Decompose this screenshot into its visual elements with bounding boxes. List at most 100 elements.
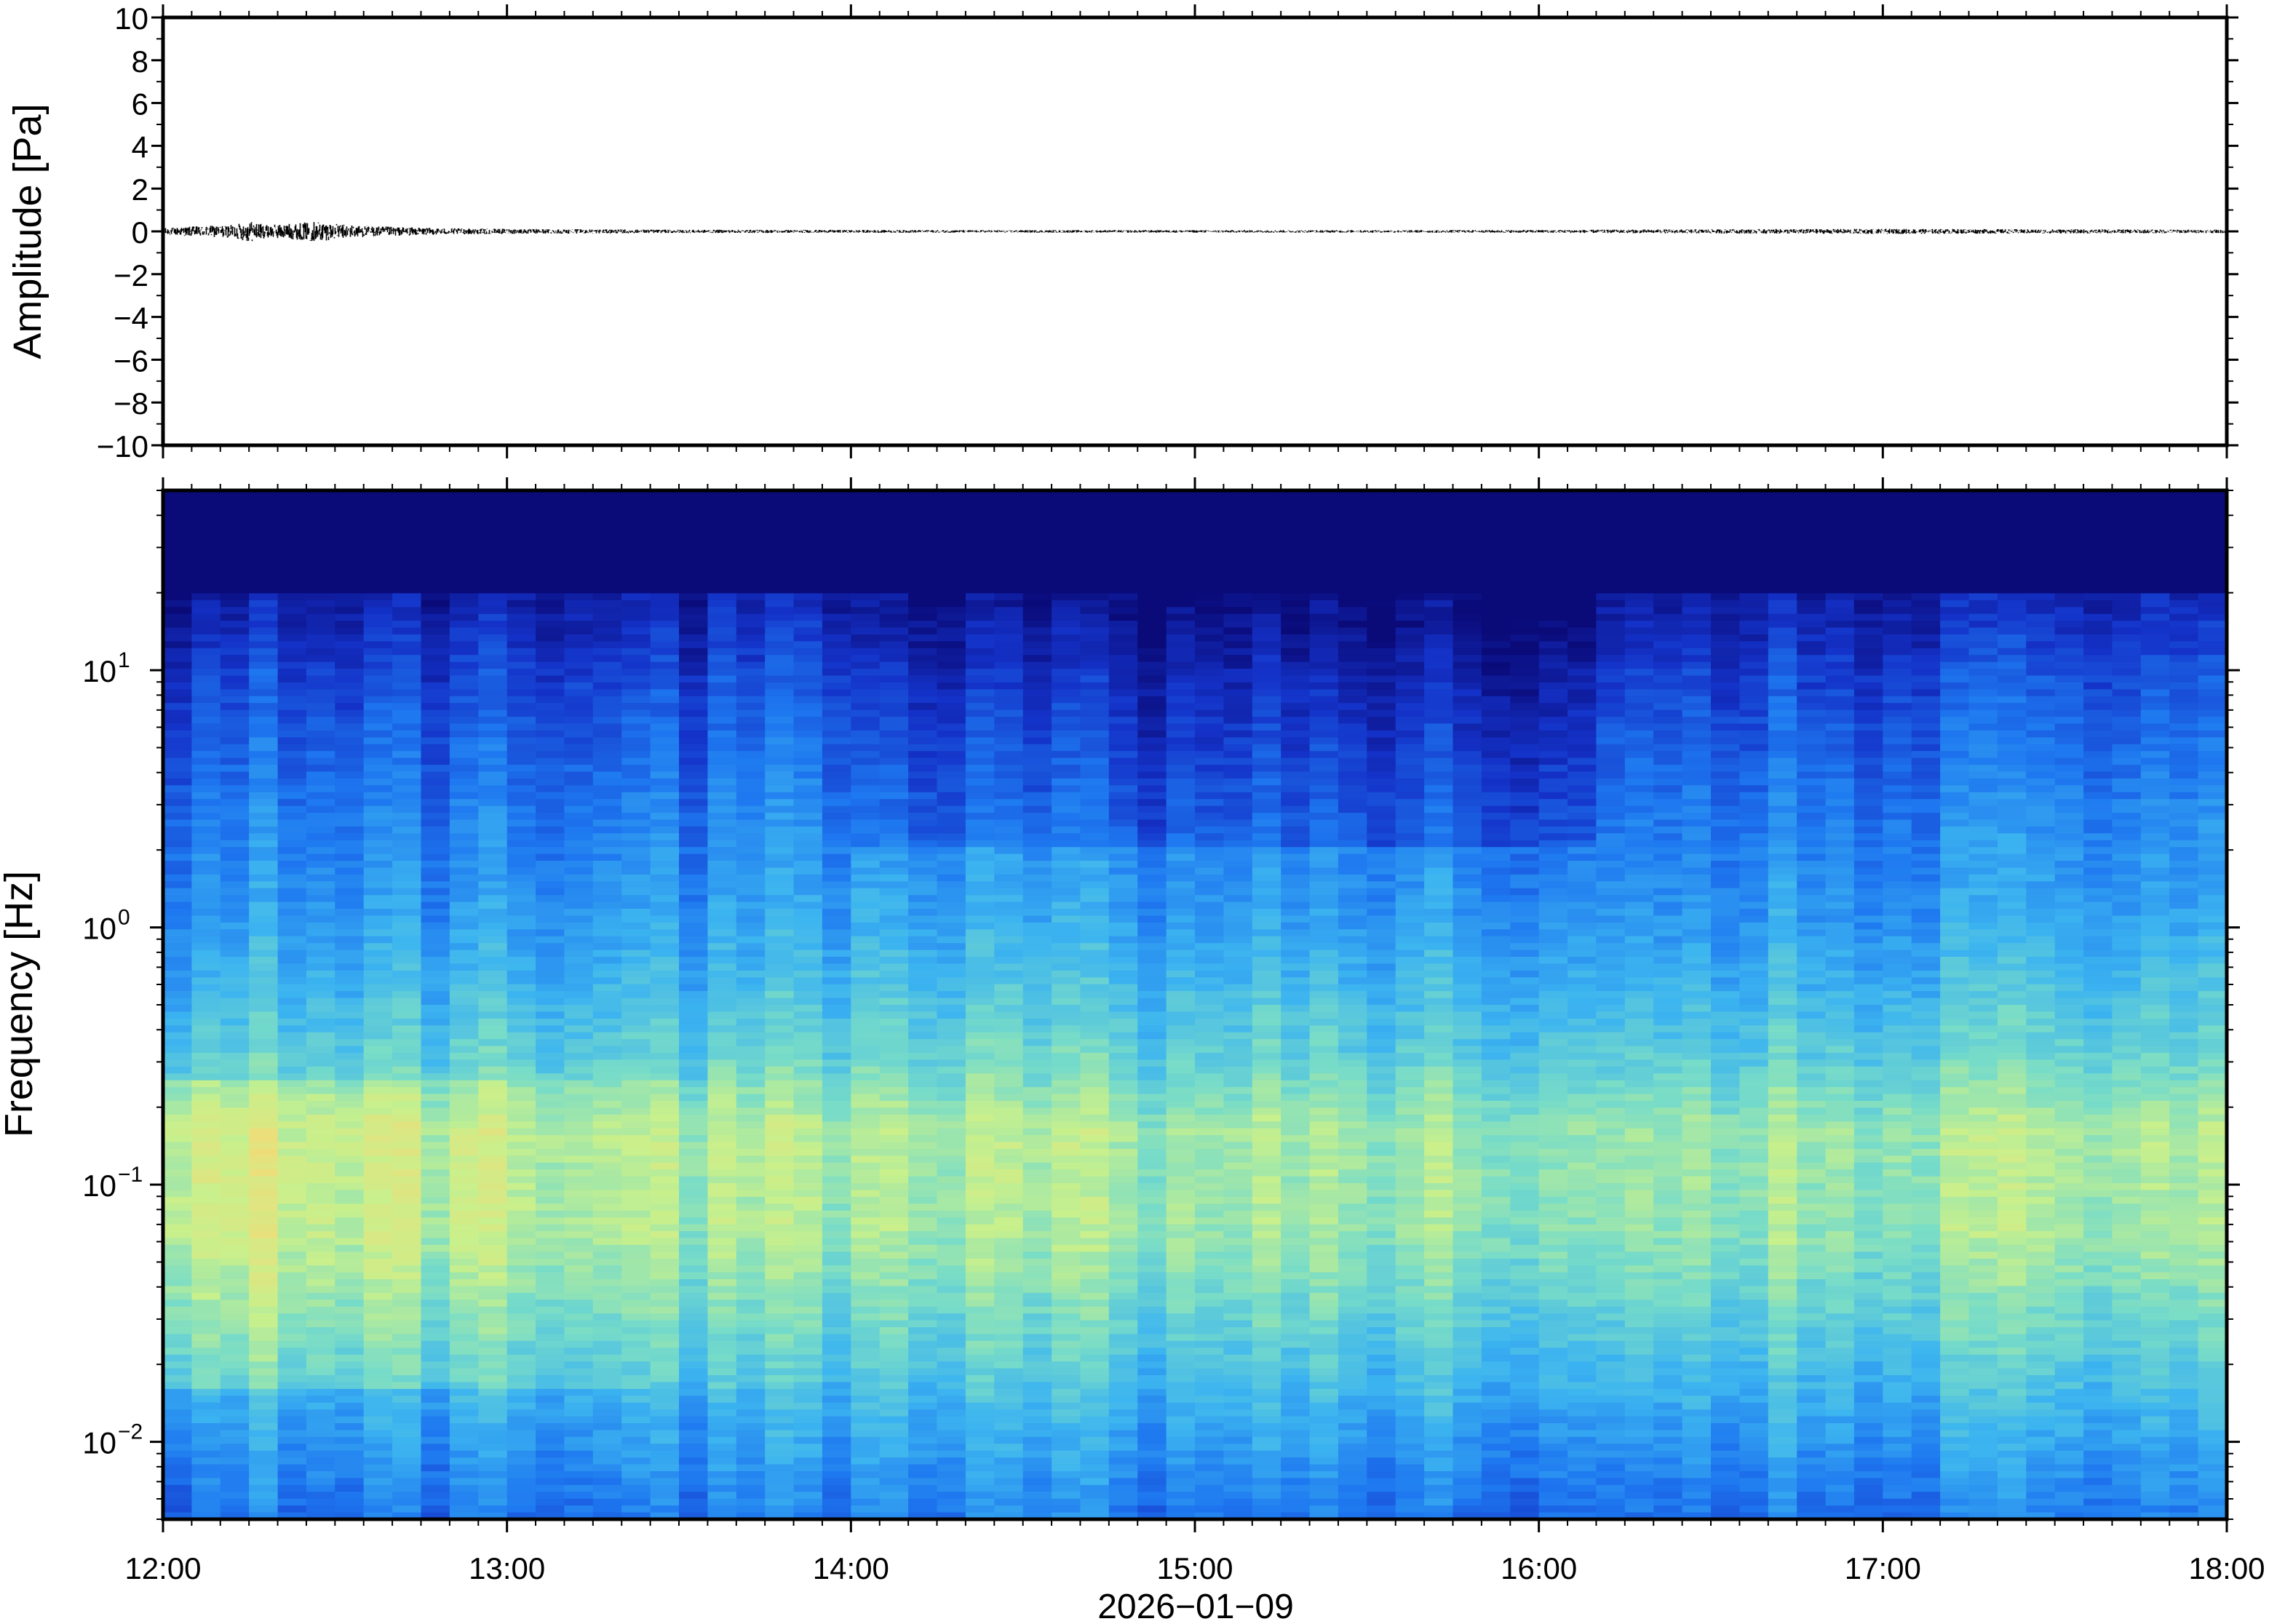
spectrogram-cell <box>421 730 450 739</box>
spectrogram-cell <box>449 661 480 669</box>
spectrogram-cell <box>1022 661 1052 669</box>
spectrogram-cell <box>650 1073 680 1081</box>
spectrogram-cell <box>449 977 480 985</box>
spectrogram-cell <box>994 963 1024 971</box>
spectrogram-cell <box>592 1224 622 1232</box>
spectrogram-cell <box>765 991 795 999</box>
spectrogram-cell <box>1080 1340 1110 1349</box>
spectrogram-cell <box>506 1402 536 1410</box>
spectrogram-cell <box>392 984 422 992</box>
spectrogram-cell <box>1108 792 1138 800</box>
spectrogram-cell <box>449 1464 480 1472</box>
spectrogram-cell <box>1022 1436 1052 1445</box>
spectrogram-cell <box>1052 1512 1081 1519</box>
spectrogram-cell <box>220 1155 250 1163</box>
spectrogram-cell <box>392 730 422 739</box>
spectrogram-cell <box>679 1203 709 1211</box>
spectrogram-cell <box>1108 1340 1138 1349</box>
spectrogram-cell <box>1108 984 1138 992</box>
spectrogram-cell <box>564 1382 594 1390</box>
spectrogram-cell <box>937 689 966 697</box>
spectrogram-cell <box>879 757 909 765</box>
spectrogram-cell <box>220 1169 250 1177</box>
spectrogram-cell <box>449 1169 480 1177</box>
spectrogram-cell <box>536 1286 565 1294</box>
spectrogram-cell <box>707 682 737 690</box>
spectrogram-cell <box>421 751 450 759</box>
spectrogram-cell <box>1052 1375 1081 1383</box>
spectrogram-cell <box>937 1464 966 1472</box>
spectrogram-cell <box>478 874 508 883</box>
spectrogram-cell <box>965 1416 996 1424</box>
spectrogram-cell <box>1022 1135 1052 1143</box>
spectrogram-cell <box>879 696 909 704</box>
spectrogram-cell <box>536 1388 565 1397</box>
spectrogram-cell <box>306 1121 336 1129</box>
spectrogram-cell <box>765 901 795 909</box>
spectrogram-cell <box>937 1210 966 1218</box>
spectrogram-cell <box>220 799 250 807</box>
spectrogram-cell <box>679 1354 709 1362</box>
spectrogram-cell <box>277 744 307 752</box>
spectrogram-cell <box>249 607 279 615</box>
spectrogram-cell <box>1052 1018 1081 1027</box>
spectrogram-cell <box>249 922 279 931</box>
spectrogram-cell <box>851 1265 881 1273</box>
spectrogram-cell <box>1108 1053 1138 1061</box>
spectrogram-cell <box>765 1128 795 1136</box>
spectrogram-cell <box>363 1327 393 1335</box>
spectrogram-cell <box>421 1114 450 1122</box>
spectrogram-cell <box>363 661 393 669</box>
spectrogram-cell <box>1108 1128 1138 1136</box>
spectrogram-cell <box>1108 1388 1138 1397</box>
spectrogram-cell <box>421 1087 450 1095</box>
spectrogram-cell <box>793 696 823 704</box>
spectrogram-cell <box>621 1149 651 1157</box>
spectrogram-cell <box>621 785 651 793</box>
spectrogram-cell <box>1052 1471 1081 1479</box>
spectrogram-cell <box>621 805 651 813</box>
spectrogram-cell <box>1166 778 1196 787</box>
spectrogram-cell <box>1080 648 1110 656</box>
spectrogram-cell <box>994 1299 1024 1307</box>
spectrogram-cell <box>621 888 651 896</box>
spectrogram-cell <box>392 717 422 725</box>
spectrogram-cell <box>163 627 193 635</box>
spectrogram-cell <box>621 1396 651 1404</box>
spectrogram-cell <box>1022 901 1052 909</box>
spectrogram-cell <box>363 655 393 663</box>
spectrogram-cell <box>449 1238 480 1246</box>
spectrogram-cell <box>335 1464 365 1472</box>
spectrogram-cell <box>478 1183 508 1191</box>
spectrogram-cell <box>163 1087 193 1095</box>
spectrogram-cell <box>363 1292 393 1301</box>
spectrogram-cell <box>536 792 565 800</box>
spectrogram-cell <box>449 1135 480 1143</box>
spectrogram-cell <box>363 1135 393 1143</box>
spectrogram-cell <box>249 861 279 869</box>
spectrogram-cell <box>994 1286 1024 1294</box>
spectrogram-cell <box>592 648 622 656</box>
spectrogram-cell <box>1022 1478 1052 1486</box>
spectrogram-cell <box>564 785 594 793</box>
spectrogram-cell <box>793 826 823 835</box>
spectrogram-cell <box>249 1231 279 1239</box>
spectrogram-cell <box>277 1258 307 1266</box>
spectrogram-cell <box>1137 1114 1167 1122</box>
spectrogram-cell <box>220 1011 250 1019</box>
spectrogram-cell <box>793 717 823 725</box>
spectrogram-cell <box>851 847 881 855</box>
spectrogram-cell <box>765 1244 795 1253</box>
spectrogram-cell <box>793 1087 823 1095</box>
amplitude-tick-label: 8 <box>132 44 148 79</box>
spectrogram-cell <box>650 1484 680 1493</box>
spectrogram-cell <box>306 1334 336 1342</box>
spectrogram-cell <box>879 703 909 711</box>
spectrogram-cell <box>478 1375 508 1383</box>
spectrogram-cell <box>851 1155 881 1163</box>
spectrogram-cell <box>363 1128 393 1136</box>
spectrogram-cell <box>306 1190 336 1198</box>
spectrogram-cell <box>908 717 938 725</box>
spectrogram-cell <box>965 641 996 649</box>
